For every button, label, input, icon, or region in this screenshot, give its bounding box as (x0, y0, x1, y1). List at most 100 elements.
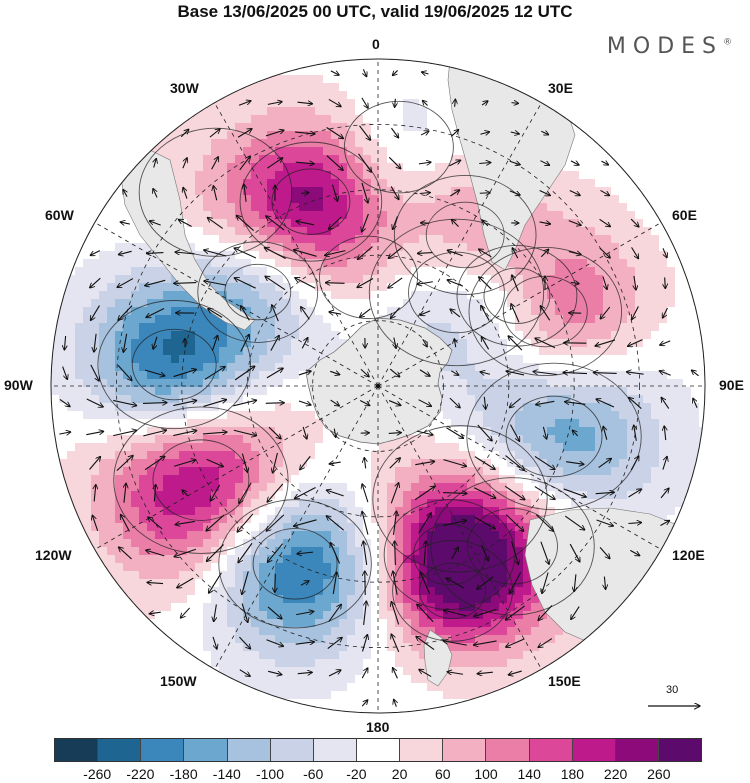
field-cell (579, 227, 588, 236)
field-cell (379, 451, 388, 460)
field-cell (283, 259, 292, 268)
field-cell (243, 387, 252, 396)
field-cell (307, 115, 316, 124)
field-cell (411, 299, 420, 308)
field-cell (579, 419, 588, 428)
field-cell (243, 603, 252, 612)
field-cell (379, 123, 388, 132)
field-cell (451, 227, 460, 236)
field-cell (323, 611, 332, 620)
field-cell (99, 315, 108, 324)
field-cell (331, 275, 340, 284)
field-cell (515, 603, 524, 612)
field-cell (171, 587, 180, 596)
field-cell (595, 451, 604, 460)
field-cell (291, 587, 300, 596)
field-cell (211, 235, 220, 244)
field-cell (491, 347, 500, 356)
field-cell (107, 211, 116, 220)
field-cell (235, 419, 244, 428)
field-cell (227, 139, 236, 148)
field-cell (115, 387, 124, 396)
field-cell (291, 179, 300, 188)
field-cell (515, 595, 524, 604)
field-cell (691, 307, 700, 316)
field-cell (315, 171, 324, 180)
field-cell (123, 427, 132, 436)
field-cell (331, 211, 340, 220)
field-cell (603, 267, 612, 276)
field-cell (259, 347, 268, 356)
field-cell (227, 107, 236, 116)
field-cell (579, 267, 588, 276)
field-cell (155, 371, 164, 380)
field-cell (675, 323, 684, 332)
field-cell (331, 107, 340, 116)
field-cell (179, 115, 188, 124)
field-cell (283, 595, 292, 604)
field-cell (387, 491, 396, 500)
field-cell (595, 379, 604, 388)
field-cell (475, 571, 484, 580)
field-cell (451, 139, 460, 148)
field-cell (379, 467, 388, 476)
field-cell (459, 307, 468, 316)
field-cell (563, 419, 572, 428)
field-cell (379, 163, 388, 172)
field-cell (123, 587, 132, 596)
field-cell (555, 363, 564, 372)
field-cell (227, 611, 236, 620)
field-cell (347, 315, 356, 324)
field-cell (211, 147, 220, 156)
field-cell (195, 427, 204, 436)
field-cell (555, 427, 564, 436)
field-cell (499, 507, 508, 516)
field-cell (651, 483, 660, 492)
field-cell (227, 83, 236, 92)
field-cell (91, 387, 100, 396)
field-cell (363, 459, 372, 468)
field-cell (299, 451, 308, 460)
field-cell (59, 331, 68, 340)
field-cell (227, 555, 236, 564)
field-cell (611, 291, 620, 300)
field-cell (251, 195, 260, 204)
field-cell (587, 339, 596, 348)
field-cell (315, 267, 324, 276)
field-cell (171, 507, 180, 516)
field-cell (307, 235, 316, 244)
field-cell (395, 115, 404, 124)
field-cell (163, 387, 172, 396)
field-cell (259, 107, 268, 116)
field-cell (371, 611, 380, 620)
field-cell (331, 563, 340, 572)
field-cell (411, 115, 420, 124)
field-cell (203, 259, 212, 268)
field-cell (675, 403, 684, 412)
field-cell (75, 507, 84, 516)
field-cell (411, 283, 420, 292)
field-cell (275, 475, 284, 484)
field-cell (323, 339, 332, 348)
field-cell (563, 451, 572, 460)
field-cell (251, 579, 260, 588)
field-cell (579, 411, 588, 420)
field-cell (443, 163, 452, 172)
field-cell (691, 443, 700, 452)
field-cell (67, 459, 76, 468)
field-cell (555, 179, 564, 188)
field-cell (187, 339, 196, 348)
field-cell (459, 603, 468, 612)
field-cell (275, 179, 284, 188)
field-cell (523, 283, 532, 292)
field-cell (147, 563, 156, 572)
field-cell (531, 379, 540, 388)
field-cell (483, 491, 492, 500)
field-cell (523, 307, 532, 316)
field-cell (499, 459, 508, 468)
field-cell (275, 571, 284, 580)
field-cell (363, 203, 372, 212)
field-cell (499, 395, 508, 404)
field-cell (251, 611, 260, 620)
field-cell (643, 299, 652, 308)
